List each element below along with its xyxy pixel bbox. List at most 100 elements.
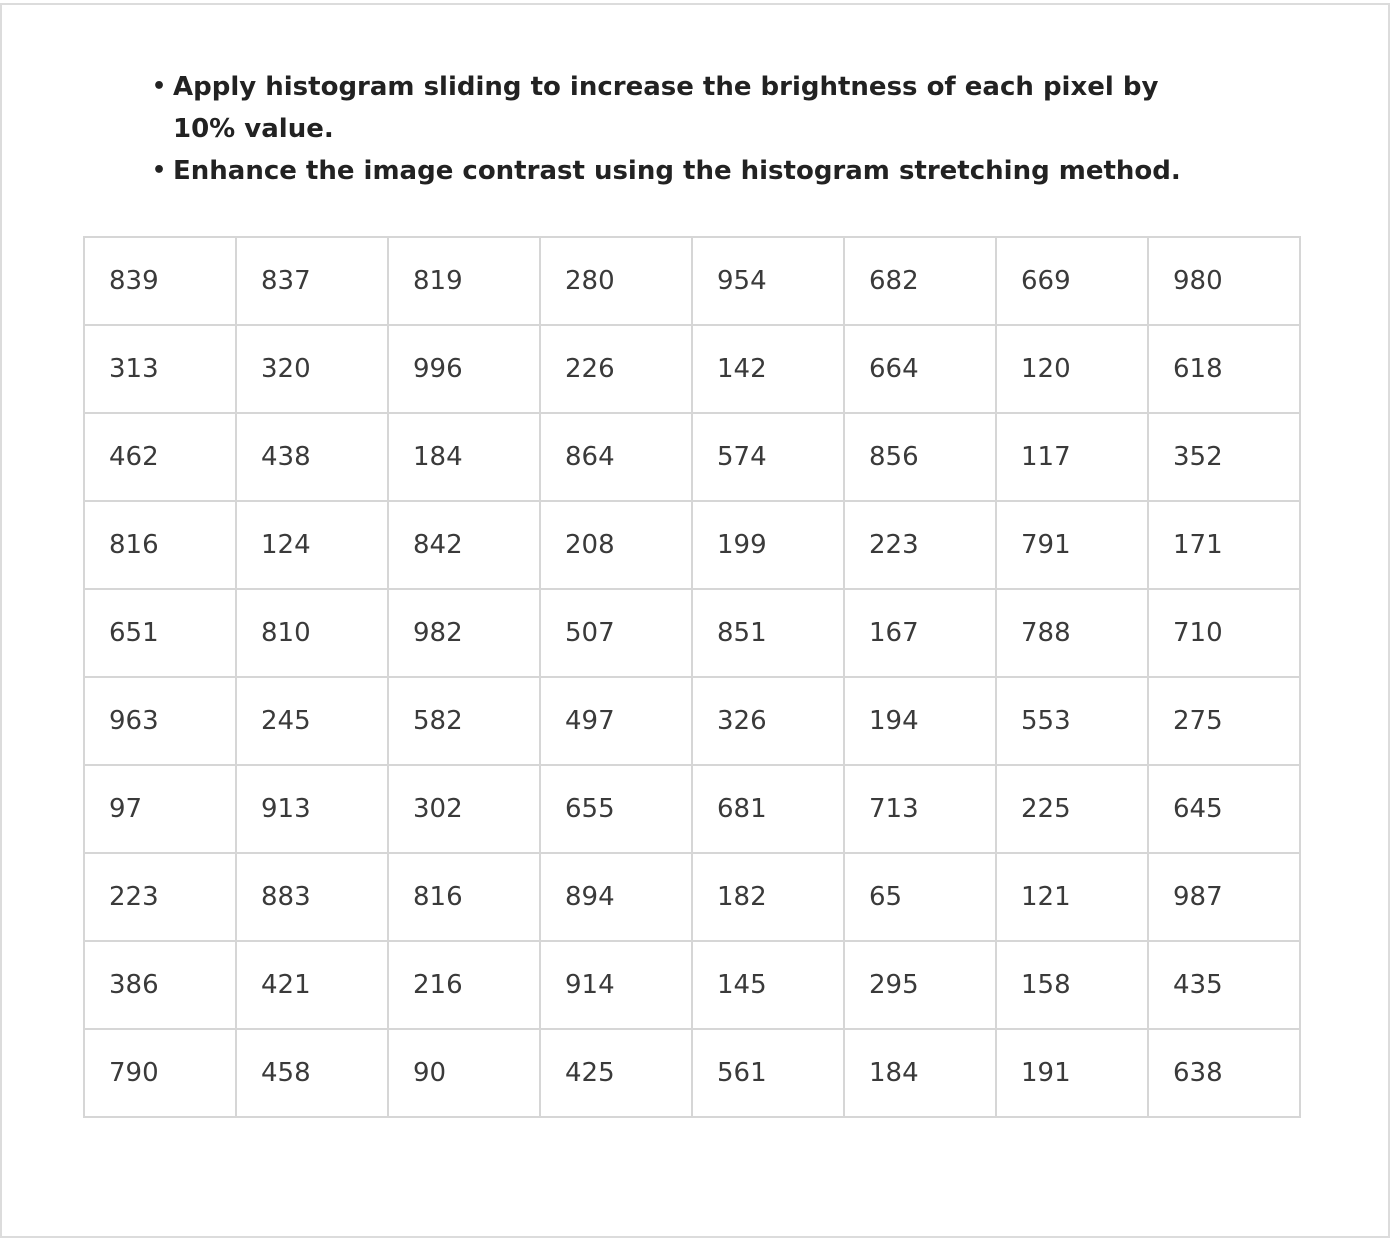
table-cell: 914 (539, 940, 693, 1030)
table-cell: 145 (691, 940, 845, 1030)
table-cell: 996 (387, 324, 541, 414)
table-cell: 856 (843, 412, 997, 502)
table-cell: 167 (843, 588, 997, 678)
table-cell: 280 (539, 236, 693, 326)
table-cell: 883 (235, 852, 389, 942)
instruction-item: • Enhance the image contrast using the h… (152, 150, 1192, 192)
table-cell: 618 (1147, 324, 1301, 414)
pixel-matrix-table: 839 837 819 280 954 682 669 980 313 320 996 226 142 6… (83, 236, 1301, 1118)
table-cell: 120 (995, 324, 1149, 414)
table-cell: 223 (83, 852, 237, 942)
table-cell: 790 (83, 1028, 237, 1118)
table-cell: 713 (843, 764, 997, 854)
table-cell: 97 (83, 764, 237, 854)
table-cell: 216 (387, 940, 541, 1030)
table-cell: 326 (691, 676, 845, 766)
table-cell: 638 (1147, 1028, 1301, 1118)
table-cell: 788 (995, 588, 1149, 678)
table-cell: 954 (691, 236, 845, 326)
table-cell: 458 (235, 1028, 389, 1118)
table-cell: 819 (387, 236, 541, 326)
instruction-item: • Apply histogram sliding to increase th… (152, 66, 1192, 150)
table-cell: 655 (539, 764, 693, 854)
table-cell: 223 (843, 500, 997, 590)
table-row: 462 438 184 864 574 856 117 352 (83, 412, 1301, 502)
table-cell: 462 (83, 412, 237, 502)
table-cell: 810 (235, 588, 389, 678)
table-cell: 142 (691, 324, 845, 414)
table-row: 97 913 302 655 681 713 225 645 (83, 764, 1301, 854)
table-cell: 386 (83, 940, 237, 1030)
instruction-text: Enhance the image contrast using the his… (173, 156, 1181, 186)
table-cell: 864 (539, 412, 693, 502)
table-row: 386 421 216 914 145 295 158 435 (83, 940, 1301, 1030)
table-cell: 497 (539, 676, 693, 766)
table-cell: 158 (995, 940, 1149, 1030)
table-cell: 507 (539, 588, 693, 678)
table-cell: 669 (995, 236, 1149, 326)
table-cell: 682 (843, 236, 997, 326)
table-cell: 302 (387, 764, 541, 854)
table-cell: 225 (995, 764, 1149, 854)
table-cell: 561 (691, 1028, 845, 1118)
table-cell: 681 (691, 764, 845, 854)
table-cell: 438 (235, 412, 389, 502)
table-cell: 982 (387, 588, 541, 678)
table-cell: 90 (387, 1028, 541, 1118)
table-cell: 65 (843, 852, 997, 942)
table-cell: 275 (1147, 676, 1301, 766)
table-cell: 816 (83, 500, 237, 590)
table-cell: 194 (843, 676, 997, 766)
table-cell: 913 (235, 764, 389, 854)
table-cell: 184 (387, 412, 541, 502)
table-cell: 425 (539, 1028, 693, 1118)
table-row: 313 320 996 226 142 664 120 618 (83, 324, 1301, 414)
table-cell: 651 (83, 588, 237, 678)
table-cell: 226 (539, 324, 693, 414)
instruction-list: • Apply histogram sliding to increase th… (152, 66, 1192, 192)
table-cell: 894 (539, 852, 693, 942)
table-cell: 421 (235, 940, 389, 1030)
table-cell: 582 (387, 676, 541, 766)
table-cell: 987 (1147, 852, 1301, 942)
table-cell: 171 (1147, 500, 1301, 590)
table-cell: 121 (995, 852, 1149, 942)
content-frame (0, 3, 1390, 1238)
table-cell: 645 (1147, 764, 1301, 854)
bullet-icon: • (152, 158, 167, 183)
table-row: 223 883 816 894 182 65 121 987 (83, 852, 1301, 942)
table-cell: 117 (995, 412, 1149, 502)
table-cell: 182 (691, 852, 845, 942)
table-row: 790 458 90 425 561 184 191 638 (83, 1028, 1301, 1118)
table-cell: 352 (1147, 412, 1301, 502)
table-cell: 710 (1147, 588, 1301, 678)
pixel-matrix-body: 839 837 819 280 954 682 669 980 313 320 996 226 142 6… (83, 236, 1301, 1118)
table-cell: 816 (387, 852, 541, 942)
bullet-icon: • (152, 74, 167, 99)
table-cell: 199 (691, 500, 845, 590)
table-cell: 313 (83, 324, 237, 414)
table-cell: 839 (83, 236, 237, 326)
table-cell: 208 (539, 500, 693, 590)
table-cell: 184 (843, 1028, 997, 1118)
table-cell: 124 (235, 500, 389, 590)
table-row: 651 810 982 507 851 167 788 710 (83, 588, 1301, 678)
table-cell: 553 (995, 676, 1149, 766)
table-cell: 664 (843, 324, 997, 414)
table-row: 839 837 819 280 954 682 669 980 (83, 236, 1301, 326)
table-cell: 245 (235, 676, 389, 766)
table-row: 816 124 842 208 199 223 791 171 (83, 500, 1301, 590)
table-cell: 980 (1147, 236, 1301, 326)
table-cell: 295 (843, 940, 997, 1030)
table-cell: 320 (235, 324, 389, 414)
table-cell: 851 (691, 588, 845, 678)
table-cell: 791 (995, 500, 1149, 590)
table-cell: 963 (83, 676, 237, 766)
table-cell: 574 (691, 412, 845, 502)
table-row: 963 245 582 497 326 194 553 275 (83, 676, 1301, 766)
table-cell: 837 (235, 236, 389, 326)
table-cell: 191 (995, 1028, 1149, 1118)
instruction-text: Apply histogram sliding to increase the … (173, 72, 1159, 144)
table-cell: 435 (1147, 940, 1301, 1030)
table-cell: 842 (387, 500, 541, 590)
